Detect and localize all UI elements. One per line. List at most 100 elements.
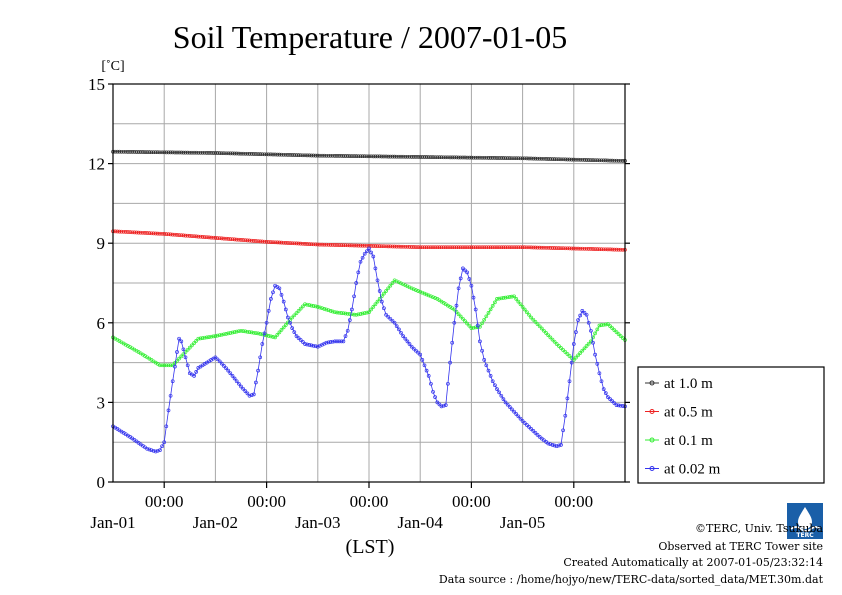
data-point bbox=[326, 308, 331, 313]
data-point bbox=[365, 310, 369, 315]
data-point bbox=[273, 240, 277, 245]
data-point bbox=[505, 295, 510, 300]
data-point bbox=[499, 156, 504, 160]
data-point bbox=[373, 266, 378, 271]
terc-logo: TERC bbox=[787, 503, 823, 539]
data-point bbox=[190, 234, 194, 238]
data-point bbox=[356, 243, 361, 248]
data-point bbox=[313, 304, 318, 309]
data-point bbox=[386, 154, 391, 159]
data-point bbox=[198, 336, 203, 341]
data-point bbox=[548, 157, 553, 161]
data-point bbox=[533, 431, 538, 435]
data-point bbox=[458, 314, 463, 319]
data-point bbox=[386, 286, 391, 291]
data-point bbox=[610, 158, 615, 163]
data-point bbox=[578, 351, 583, 355]
data-point bbox=[539, 245, 544, 250]
data-point bbox=[207, 151, 211, 155]
data-point bbox=[162, 363, 167, 368]
data-point bbox=[484, 363, 489, 368]
data-point bbox=[283, 241, 288, 245]
data-point bbox=[369, 307, 373, 312]
data-point bbox=[463, 245, 467, 250]
data-point bbox=[367, 246, 371, 251]
data-point bbox=[463, 319, 467, 323]
data-point bbox=[467, 245, 472, 250]
data-point bbox=[601, 322, 606, 327]
data-point bbox=[333, 243, 337, 247]
data-point bbox=[599, 247, 604, 252]
data-point bbox=[343, 243, 348, 248]
data-point bbox=[424, 368, 429, 373]
data-point bbox=[518, 302, 523, 307]
data-point bbox=[591, 340, 595, 345]
data-point bbox=[576, 353, 580, 358]
data-point bbox=[478, 155, 482, 160]
data-point bbox=[360, 154, 365, 159]
data-point bbox=[279, 328, 284, 332]
data-point bbox=[153, 449, 158, 454]
data-point bbox=[243, 389, 248, 393]
data-point bbox=[281, 152, 286, 157]
data-point bbox=[416, 155, 420, 159]
data-point bbox=[271, 335, 275, 339]
data-point bbox=[550, 246, 555, 250]
data-point bbox=[510, 407, 514, 412]
data-point bbox=[397, 244, 401, 249]
data-point bbox=[599, 158, 604, 163]
data-point bbox=[138, 150, 143, 154]
data-point bbox=[424, 155, 429, 159]
data-point bbox=[160, 363, 164, 368]
observed-text: Observed at TERC Tower site bbox=[658, 540, 823, 553]
data-point bbox=[296, 309, 301, 313]
data-point bbox=[375, 154, 380, 159]
data-point bbox=[516, 245, 521, 250]
legend-label: at 0.02 m bbox=[664, 462, 721, 478]
data-point bbox=[341, 243, 346, 248]
data-point bbox=[531, 156, 536, 161]
data-point bbox=[448, 360, 452, 365]
data-point bbox=[450, 245, 455, 250]
data-point bbox=[486, 156, 491, 160]
data-point bbox=[616, 403, 621, 408]
data-point bbox=[158, 363, 162, 368]
data-point bbox=[339, 154, 344, 158]
data-point bbox=[311, 242, 316, 247]
data-point bbox=[243, 238, 248, 243]
data-point bbox=[405, 284, 410, 289]
y-tick-label: 3 bbox=[97, 393, 106, 412]
data-point bbox=[405, 339, 410, 344]
data-point bbox=[158, 150, 162, 155]
data-point bbox=[213, 151, 218, 155]
data-point bbox=[493, 300, 497, 305]
series-at-1-0-m bbox=[111, 149, 627, 163]
data-point bbox=[488, 245, 493, 250]
data-point bbox=[170, 150, 175, 155]
data-point bbox=[407, 342, 412, 346]
data-point bbox=[397, 280, 401, 285]
data-point bbox=[582, 346, 587, 351]
data-point bbox=[354, 312, 359, 317]
data-point bbox=[610, 399, 615, 403]
data-point bbox=[469, 245, 474, 250]
data-point bbox=[544, 331, 548, 335]
data-point bbox=[369, 250, 373, 255]
data-point bbox=[365, 243, 369, 248]
y-tick-label: 15 bbox=[88, 75, 105, 94]
data-point bbox=[175, 350, 179, 354]
data-point bbox=[507, 295, 512, 299]
data-point bbox=[456, 245, 461, 250]
data-point bbox=[147, 150, 152, 154]
data-point bbox=[548, 442, 553, 447]
data-point bbox=[578, 313, 583, 318]
data-point bbox=[183, 233, 188, 238]
data-point bbox=[155, 231, 160, 236]
data-point bbox=[149, 448, 154, 453]
data-point bbox=[279, 152, 284, 157]
data-point bbox=[510, 294, 514, 299]
data-point bbox=[559, 157, 563, 162]
data-point bbox=[290, 326, 295, 330]
data-point bbox=[567, 246, 572, 251]
data-point bbox=[230, 374, 235, 378]
